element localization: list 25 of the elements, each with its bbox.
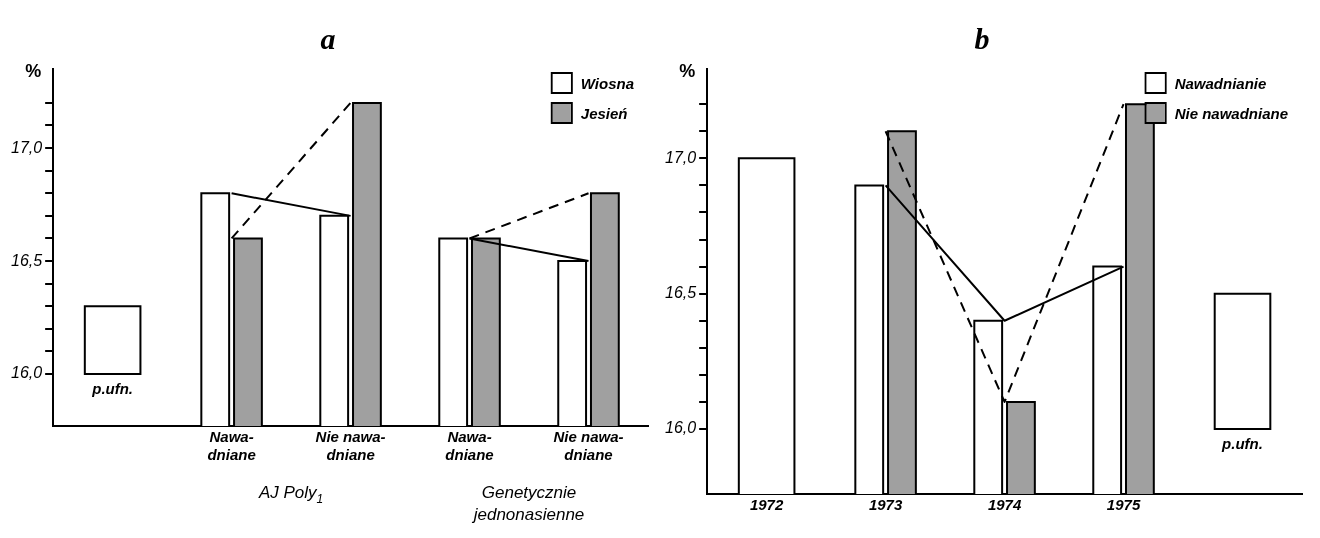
y-axis-title: %	[25, 61, 42, 81]
series-label: p.ufn.	[1221, 435, 1263, 453]
chart-title: b	[974, 21, 990, 55]
y-tick-label: 17,0	[11, 138, 43, 156]
legend-label: Wiosna	[580, 75, 634, 92]
x-tick-label: Nie nawa- dniane	[315, 428, 386, 464]
y-tick-label: 16,5	[11, 251, 43, 269]
y-tick-label: 16,0	[665, 419, 697, 437]
x-tick-label: Nawa- dniane	[445, 428, 494, 464]
y-tick-label: 17,0	[665, 148, 697, 166]
legend-label: Nie nawadniane	[1174, 105, 1289, 122]
y-tick-label: 16,0	[11, 364, 43, 382]
x-tick-label: Nie nawa- dniane	[553, 428, 624, 464]
text: Genetycznie jednonasienne	[471, 483, 585, 524]
x-tick-label: 1974	[987, 496, 1022, 514]
x-tick-label: Nawa- dniane	[207, 428, 256, 464]
x-tick-label: 1973	[868, 496, 903, 514]
x-tick-label: 1972	[749, 496, 784, 514]
chart-title: a	[320, 21, 336, 55]
y-axis-title: %	[679, 61, 696, 81]
y-tick-label: 16,5	[665, 284, 697, 302]
legend-label: Jesień	[580, 105, 628, 122]
series-label: p.ufn.	[91, 380, 134, 398]
legend-label: Nawadnianie	[1174, 75, 1267, 92]
x-tick-label: 1975	[1106, 496, 1141, 514]
